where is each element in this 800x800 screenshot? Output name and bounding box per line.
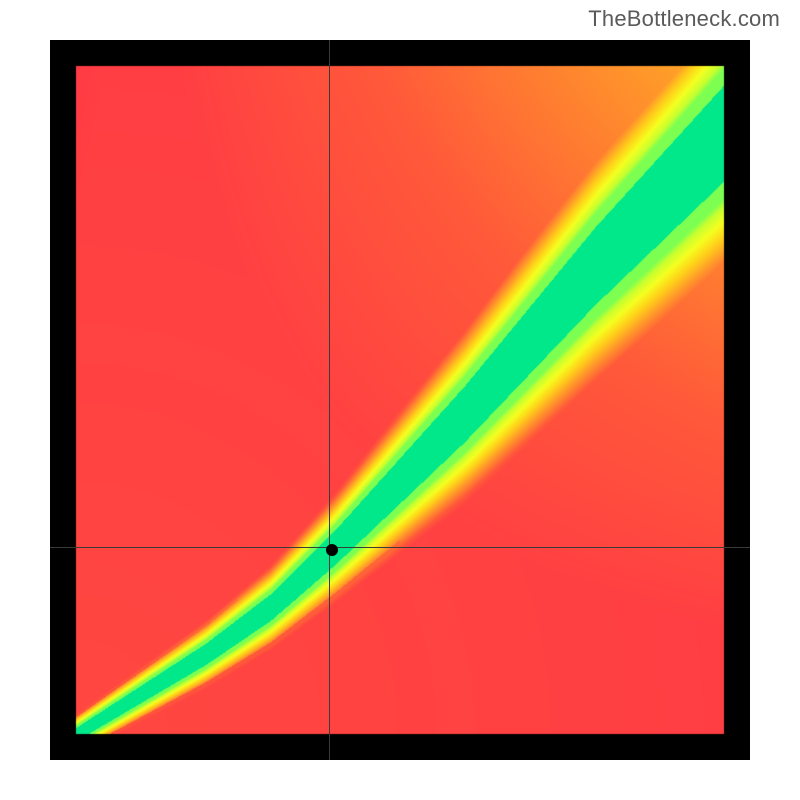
- data-point-marker: [326, 544, 338, 556]
- page-container: TheBottleneck.com: [0, 0, 800, 800]
- watermark-text: TheBottleneck.com: [588, 6, 780, 32]
- heatmap-canvas: [50, 40, 750, 760]
- crosshair-vertical: [329, 40, 330, 760]
- plot-frame: [50, 40, 750, 760]
- crosshair-horizontal: [50, 547, 750, 548]
